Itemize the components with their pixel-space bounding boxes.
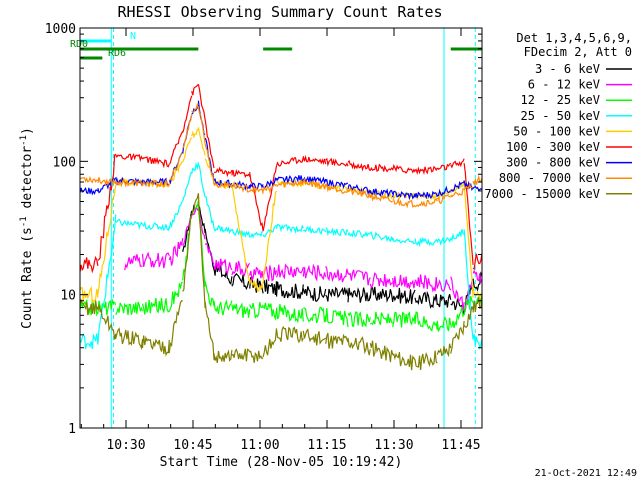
x-tick-label-3: 11:00 — [240, 438, 279, 453]
series-line-7000-15000-kev — [79, 193, 483, 371]
y-axis-title-end: ) — [20, 127, 35, 135]
y-tick-label-2: 10 — [60, 289, 76, 304]
legend-label-5: 50 - 100 keV — [513, 124, 600, 138]
series-line-800-7000-kev — [79, 102, 483, 209]
legend-header-line-2: FDecim 2, Att 0 — [524, 45, 632, 59]
x-tick-label-2: 10:45 — [173, 438, 212, 453]
legend-label-4: 25 - 50 keV — [521, 109, 600, 123]
legend: Det 1,3,4,5,6,9, FDecim 2, Att 0 3 - 6 k… — [484, 31, 632, 201]
x-tick-label-6: 11:45 — [441, 438, 480, 453]
y-axis-title-exp1: -1 — [19, 216, 29, 227]
axes-frame — [79, 27, 483, 429]
legend-label-8: 800 - 7000 keV — [499, 171, 600, 185]
y-tick-label-3: 100 — [53, 155, 76, 170]
series-line-50-100-kev — [79, 127, 483, 304]
x-axis-title: Start Time (28-Nov-05 10:19:42) — [160, 455, 403, 470]
y-axis-title-main: Count Rate (s — [20, 227, 35, 329]
y-tick-label-1: 1 — [68, 422, 76, 437]
x-tick-label-5: 11:30 — [374, 438, 413, 453]
x-tick-label-1: 10:30 — [106, 438, 145, 453]
x-axis: 10:30 10:45 11:00 11:15 11:30 11:45 — [80, 28, 481, 453]
y-axis-title: Count Rate (s-1 detector-1) — [19, 127, 35, 329]
flag-label-rd0: RD0 — [70, 39, 88, 50]
y-axis-title-mid: detector — [20, 146, 35, 217]
flag-label-n: N — [130, 31, 136, 42]
legend-label-1: 3 - 6 keV — [535, 62, 600, 76]
chart-title: RHESSI Observing Summary Count Rates — [117, 3, 442, 21]
legend-label-9: 7000 - 15000 keV — [484, 187, 600, 201]
series-line-6-12-kev — [124, 207, 483, 312]
y-axis-title-exp2: -1 — [19, 135, 29, 146]
y-tick-label-4: 1000 — [45, 22, 76, 37]
y-axis: 1 10 100 1000 — [45, 22, 482, 437]
series-line-25-50-kev — [79, 162, 483, 351]
footer-date: 21-Oct-2021 12:49 — [535, 468, 637, 479]
series-line-3-6-kev — [182, 204, 483, 316]
flag-label-rd6: RD6 — [108, 48, 126, 59]
plot-area: N RD0 RD6 — [70, 28, 483, 428]
legend-label-6: 100 - 300 keV — [506, 140, 600, 154]
series-line-100-300-kev — [79, 83, 483, 274]
legend-label-3: 12 - 25 keV — [521, 93, 600, 107]
legend-header-line-1: Det 1,3,4,5,6,9, — [516, 31, 632, 45]
legend-label-2: 6 - 12 keV — [528, 78, 600, 92]
legend-label-7: 300 - 800 keV — [506, 156, 600, 170]
x-tick-label-4: 11:15 — [307, 438, 346, 453]
